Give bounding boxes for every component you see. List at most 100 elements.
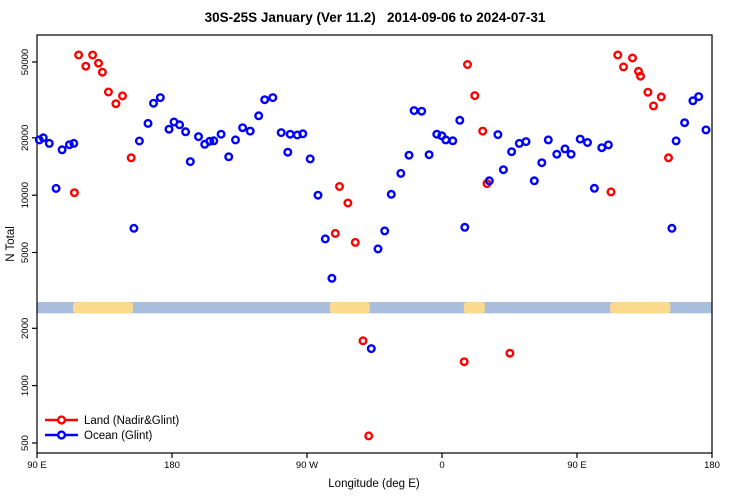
data-point: [81, 61, 91, 71]
data-point: [543, 135, 553, 145]
data-point: [619, 62, 629, 72]
data-point: [343, 198, 353, 208]
data-point: [185, 157, 195, 167]
data-point: [386, 189, 396, 199]
data-point: [664, 153, 674, 163]
data-point: [560, 144, 570, 154]
data-point: [350, 237, 360, 247]
data-point: [448, 136, 458, 146]
data-point: [175, 120, 185, 130]
data-point: [484, 176, 494, 186]
data-point: [521, 137, 531, 147]
data-point: [470, 91, 480, 101]
data-point: [493, 130, 503, 140]
data-point: [656, 92, 666, 102]
data-point: [671, 136, 681, 146]
data-point: [404, 150, 414, 160]
data-point: [134, 136, 144, 146]
x-tick-label: 0: [439, 460, 444, 471]
data-point: [313, 190, 323, 200]
x-tick-label: 180: [164, 460, 180, 471]
data-point: [694, 92, 704, 102]
data-point: [478, 126, 488, 136]
map-band-land: [463, 302, 485, 314]
data-point: [507, 147, 517, 157]
y-tick-label: 1000: [20, 375, 31, 396]
plot-frame: [36, 34, 713, 454]
data-point: [97, 67, 107, 77]
map-band-land: [610, 302, 671, 314]
y-tick-label: 500: [20, 435, 31, 451]
data-point: [238, 123, 248, 133]
data-point: [364, 431, 374, 441]
data-point: [193, 132, 203, 142]
data-point: [667, 223, 677, 233]
legend-item-land: Land (Nadir&Glint): [45, 415, 179, 427]
data-point: [688, 96, 698, 106]
data-point: [396, 168, 406, 178]
x-tick-label: 90 W: [296, 460, 318, 471]
data-point: [268, 93, 278, 103]
data-point: [276, 128, 286, 138]
data-point: [537, 158, 547, 168]
data-point: [38, 133, 48, 143]
x-tick-label: 90 E: [27, 460, 47, 471]
data-point: [69, 188, 79, 198]
data-point: [455, 115, 465, 125]
data-point: [51, 183, 61, 193]
y-tick-label: 5000: [20, 242, 31, 263]
data-point: [216, 129, 226, 139]
data-point: [298, 129, 308, 139]
land-marker-icon: [56, 415, 67, 425]
legend-item-ocean: Ocean (Glint): [45, 430, 153, 442]
data-point: [680, 118, 690, 128]
y-tick-label: 50000: [20, 49, 31, 75]
data-point: [44, 138, 54, 148]
data-point: [57, 145, 67, 155]
series-land: [69, 50, 674, 441]
y-tick-label: 2000: [20, 318, 31, 339]
data-point: [209, 136, 219, 146]
data-point: [205, 136, 215, 146]
data-point: [230, 135, 240, 145]
data-point: [69, 138, 79, 148]
map-band-land: [329, 302, 370, 314]
data-point: [606, 187, 616, 197]
data-point: [603, 140, 613, 150]
data-point: [164, 124, 174, 134]
data-point: [74, 50, 84, 60]
data-point: [417, 106, 427, 116]
data-point: [93, 58, 103, 68]
data-point: [335, 181, 345, 191]
data-point: [463, 60, 473, 70]
data-point: [628, 53, 638, 63]
data-point: [701, 125, 711, 135]
data-point: [373, 244, 383, 254]
map-band: [37, 302, 712, 314]
data-point: [305, 154, 315, 164]
data-point: [285, 129, 295, 139]
data-point: [424, 150, 434, 160]
data-point: [148, 98, 158, 108]
data-point: [117, 91, 127, 101]
data-point: [613, 50, 623, 60]
data-point: [327, 273, 337, 283]
y-axis-ticks: 500 1000 2000 5000 10000 20000 50000: [20, 49, 37, 451]
data-point: [358, 336, 368, 346]
y-tick-label: 20000: [20, 125, 31, 151]
data-point: [224, 152, 234, 162]
chart-title: 30S-25S January (Ver 11.2) 2014-09-06 to…: [204, 10, 546, 25]
data-point: [566, 149, 576, 159]
data-point: [254, 111, 264, 121]
data-point: [575, 134, 585, 144]
data-point: [441, 135, 451, 145]
data-point: [330, 228, 340, 238]
data-point: [245, 126, 255, 136]
data-point: [589, 183, 599, 193]
x-axis-ticks: 90 E 180 90 W 0 90 E 180: [27, 453, 720, 471]
data-point: [111, 99, 121, 109]
data-point: [103, 87, 113, 97]
